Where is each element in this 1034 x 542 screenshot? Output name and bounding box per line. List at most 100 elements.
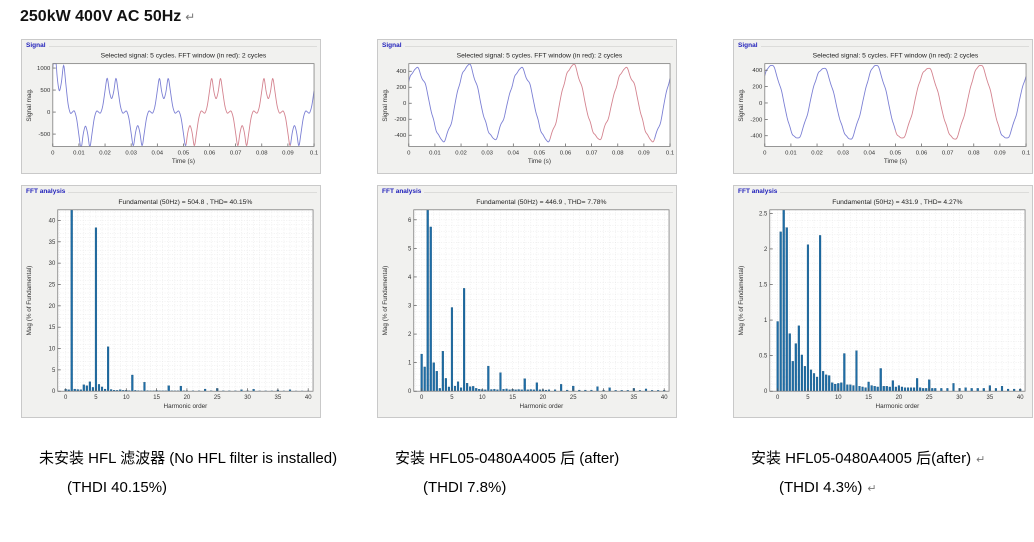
svg-text:Fundamental (50Hz) = 446.9 , T: Fundamental (50Hz) = 446.9 , THD= 7.78%: [476, 199, 606, 206]
svg-text:0.05: 0.05: [890, 150, 902, 156]
svg-text:Selected signal: 5 cycles. FFT: Selected signal: 5 cycles. FFT window (i…: [813, 53, 979, 60]
svg-text:400: 400: [396, 69, 407, 75]
svg-text:0: 0: [764, 389, 768, 395]
panel-head: FFT analysis: [26, 188, 317, 195]
svg-text:0.07: 0.07: [942, 150, 954, 156]
caption-line2: (THDI 4.3%)↵: [733, 479, 1033, 496]
svg-text:0.09: 0.09: [638, 150, 650, 156]
svg-text:Mag (% of Fundamental): Mag (% of Fundamental): [382, 266, 389, 336]
svg-text:15: 15: [49, 325, 56, 331]
svg-text:2.5: 2.5: [759, 211, 768, 217]
svg-text:30: 30: [600, 395, 607, 401]
svg-text:0.02: 0.02: [811, 150, 823, 156]
svg-text:0.01: 0.01: [785, 150, 797, 156]
svg-text:200: 200: [752, 85, 763, 91]
svg-text:0.08: 0.08: [256, 150, 268, 156]
svg-text:5: 5: [94, 395, 98, 401]
caption-line2: (THDI 40.15%): [21, 479, 321, 496]
svg-text:Time (s): Time (s): [172, 158, 195, 165]
svg-text:0: 0: [407, 150, 411, 156]
svg-text:25: 25: [926, 395, 933, 401]
caption-text: (THDI 40.15%): [67, 479, 167, 496]
svg-text:0: 0: [420, 395, 424, 401]
paragraph-mark: ↵: [867, 483, 876, 495]
panel-rule: [405, 46, 673, 47]
svg-text:Harmonic order: Harmonic order: [876, 403, 920, 410]
svg-text:-200: -200: [394, 117, 407, 123]
caption-line2: (THDI 7.8%): [377, 479, 677, 496]
page-title-text: 250kW 400V AC 50Hz: [20, 8, 181, 25]
svg-text:15: 15: [865, 395, 872, 401]
svg-text:0.01: 0.01: [73, 150, 85, 156]
svg-text:1000: 1000: [37, 66, 51, 72]
svg-text:0: 0: [763, 150, 767, 156]
svg-text:0: 0: [776, 395, 780, 401]
svg-text:10: 10: [835, 395, 842, 401]
svg-text:Fundamental (50Hz) = 504.8 , T: Fundamental (50Hz) = 504.8 , THD= 40.15%: [118, 199, 252, 206]
svg-text:400: 400: [752, 68, 763, 74]
svg-text:0.06: 0.06: [916, 150, 928, 156]
svg-text:0.07: 0.07: [586, 150, 598, 156]
svg-text:0.1: 0.1: [310, 150, 318, 156]
svg-text:0.05: 0.05: [534, 150, 546, 156]
svg-text:20: 20: [184, 395, 191, 401]
svg-text:0.03: 0.03: [837, 150, 849, 156]
panel-head: FFT analysis: [382, 188, 673, 195]
svg-text:500: 500: [40, 88, 51, 94]
svg-text:0: 0: [47, 110, 51, 116]
panel-head: Signal: [382, 42, 673, 49]
svg-text:Signal mag.: Signal mag.: [382, 88, 389, 122]
svg-text:20: 20: [540, 395, 547, 401]
page: 250kW 400V AC 50Hz ↵ Signal 0 0.01 0.02 0.03…: [0, 8, 1034, 496]
svg-text:10: 10: [479, 395, 486, 401]
svg-text:30: 30: [956, 395, 963, 401]
svg-text:Harmonic order: Harmonic order: [164, 403, 208, 410]
panel-rule: [68, 192, 317, 193]
svg-text:0.03: 0.03: [125, 150, 137, 156]
fft-window-label: FFT analysis: [26, 188, 65, 195]
svg-text:0: 0: [759, 101, 763, 107]
caption-line1: 未安装 HFL 滤波器 (No HFL filter is installed): [21, 447, 321, 468]
svg-text:0.08: 0.08: [612, 150, 624, 156]
svg-text:0.04: 0.04: [508, 150, 520, 156]
svg-text:0.02: 0.02: [99, 150, 111, 156]
fft-window-label: FFT analysis: [738, 188, 777, 195]
svg-text:25: 25: [570, 395, 577, 401]
caption-text: 安装 HFL05-0480A4005 后(after): [751, 450, 971, 467]
svg-text:0.04: 0.04: [864, 150, 876, 156]
svg-text:25: 25: [49, 282, 56, 288]
panel-rule: [49, 46, 317, 47]
svg-text:-400: -400: [394, 133, 407, 139]
svg-text:35: 35: [987, 395, 994, 401]
svg-text:Time (s): Time (s): [528, 158, 551, 165]
svg-text:40: 40: [1017, 395, 1024, 401]
svg-text:-500: -500: [38, 132, 51, 138]
svg-text:0.09: 0.09: [282, 150, 294, 156]
signal-window-label: Signal: [382, 42, 402, 49]
figure-columns: Signal 0 0.01 0.02 0.03 0.04 0.05 0.06 0.07 0.08…: [0, 39, 1034, 496]
svg-text:0: 0: [408, 389, 412, 395]
svg-text:Time (s): Time (s): [884, 158, 907, 165]
svg-text:0.1: 0.1: [666, 150, 674, 156]
svg-text:Signal mag.: Signal mag.: [26, 88, 33, 122]
svg-text:25: 25: [214, 395, 221, 401]
svg-text:10: 10: [123, 395, 130, 401]
fft-window-label: FFT analysis: [382, 188, 421, 195]
paragraph-mark: ↵: [185, 10, 195, 24]
caption-text: (THDI 7.8%): [423, 479, 506, 496]
svg-text:1: 1: [408, 361, 412, 367]
svg-text:40: 40: [305, 395, 312, 401]
svg-text:0.09: 0.09: [994, 150, 1006, 156]
svg-text:5: 5: [52, 368, 56, 374]
svg-text:Signal mag.: Signal mag.: [738, 88, 745, 122]
svg-text:30: 30: [244, 395, 251, 401]
svg-text:2: 2: [764, 247, 767, 253]
